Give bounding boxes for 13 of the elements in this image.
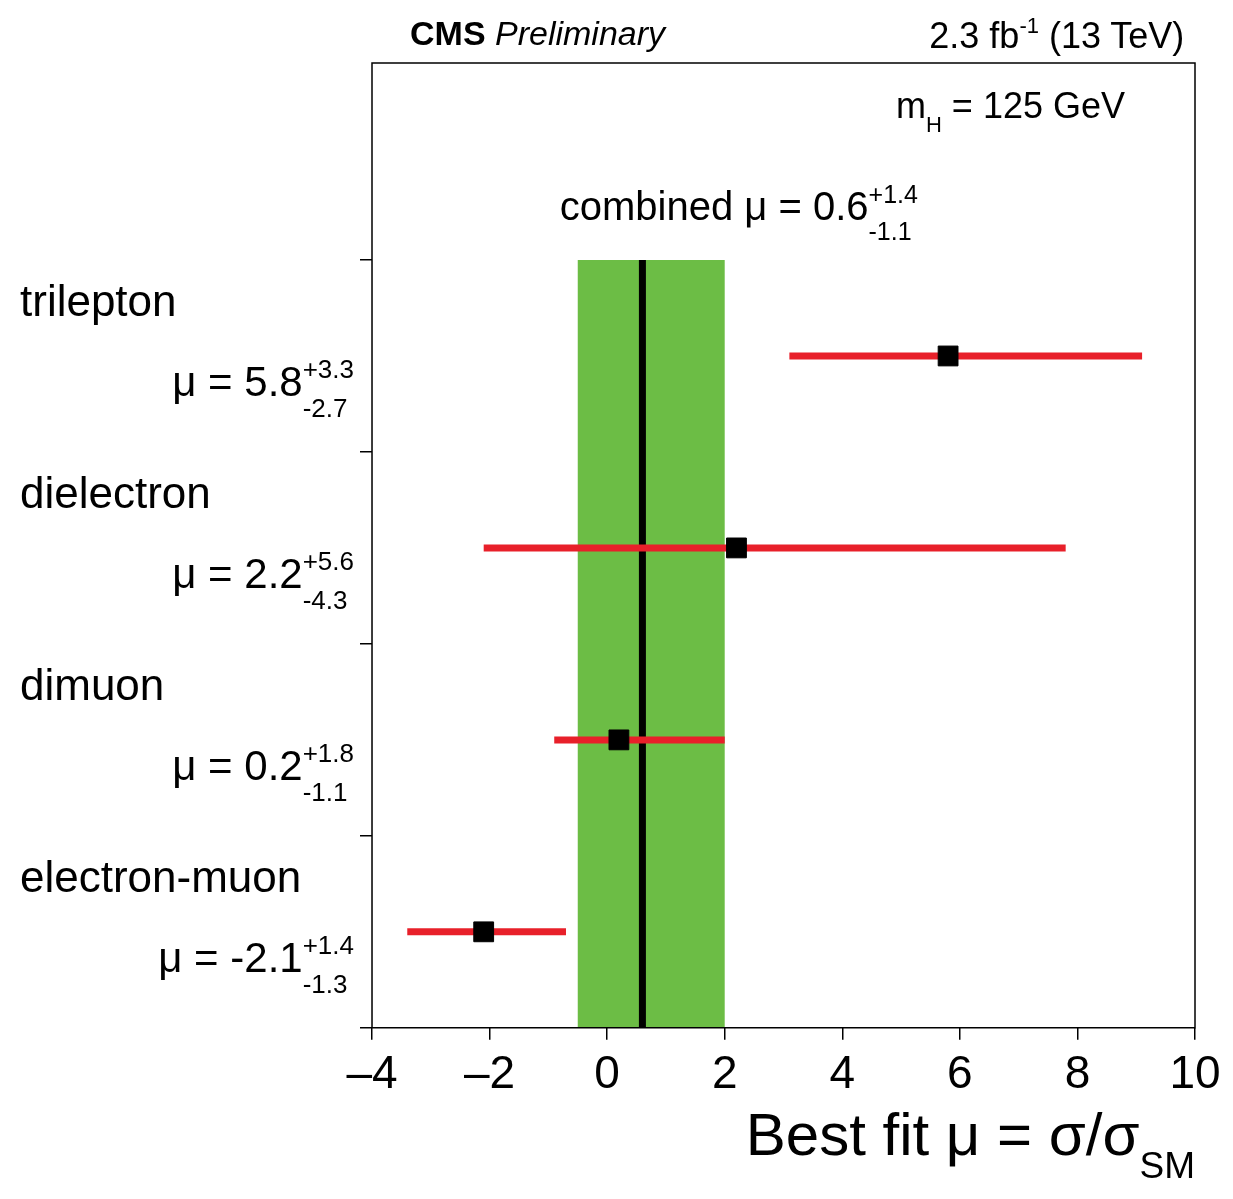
x-tick-label: 2: [711, 1046, 738, 1099]
y-tick-label: trilepton: [20, 275, 177, 325]
x-tick-label: 6: [947, 1046, 973, 1099]
y-tick-label: dielectron: [20, 467, 211, 517]
x-tick-label: 4: [829, 1046, 856, 1099]
y-tick-label: dimuon: [20, 659, 165, 709]
x-tick-label: 8: [1064, 1046, 1091, 1099]
y-tick-label: electron-muon: [20, 851, 302, 901]
x-tick-label: 0: [594, 1046, 620, 1099]
x-tick-label: –2: [463, 1046, 516, 1099]
x-tick-label: 10: [1169, 1046, 1221, 1099]
x-tick-label: –4: [346, 1046, 398, 1099]
chart-title: CMS Preliminary: [410, 14, 668, 52]
